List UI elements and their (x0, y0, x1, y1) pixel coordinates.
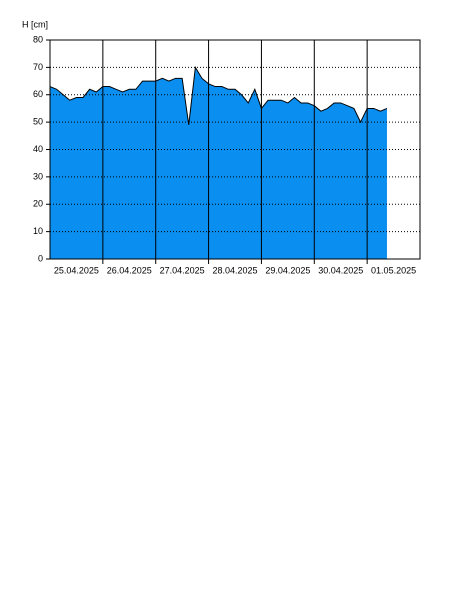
y-tick-label: 70 (33, 62, 43, 72)
y-tick-label: 60 (33, 89, 43, 99)
x-tick-label: 28.04.2025 (212, 265, 257, 275)
x-tick-label: 27.04.2025 (160, 265, 205, 275)
y-tick-label: 40 (33, 144, 43, 154)
y-tick-label: 0 (38, 253, 43, 263)
x-tick-label: 30.04.2025 (318, 265, 363, 275)
y-tick-label: 10 (33, 226, 43, 236)
x-tick-label: 26.04.2025 (107, 265, 152, 275)
y-tick-label: 50 (33, 117, 43, 127)
y-tick-label: 80 (33, 34, 43, 44)
x-tick-label: 01.05.2025 (371, 265, 416, 275)
y-axis-label: H [cm] (22, 19, 48, 29)
y-tick-label: 30 (33, 171, 43, 181)
area (50, 67, 387, 259)
x-tick-label: 29.04.2025 (265, 265, 310, 275)
line (49, 65, 388, 125)
x-tick-label: 25.04.2025 (54, 265, 99, 275)
plot-frame (49, 39, 421, 260)
y-tick-label: 20 (33, 199, 43, 209)
